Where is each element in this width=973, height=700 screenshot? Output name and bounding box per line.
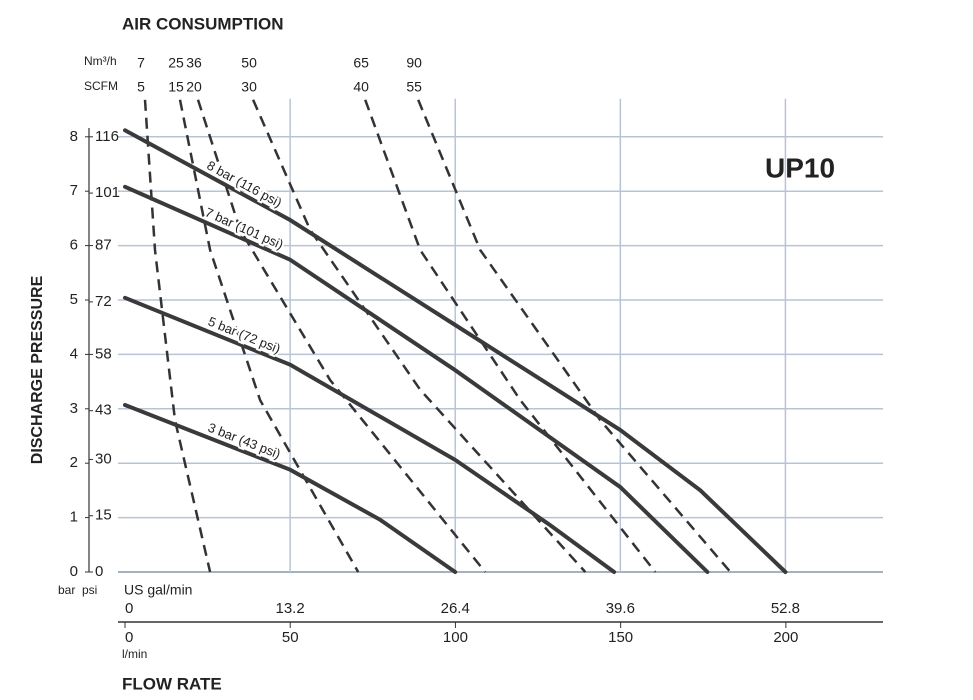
air-label: 55 xyxy=(406,79,422,95)
y2-tick-label: 15 xyxy=(95,507,112,524)
y2-tick-label: 116 xyxy=(95,128,119,145)
chart-title: UP10 xyxy=(765,152,835,183)
air-curve xyxy=(178,99,360,573)
y2-unit: psi xyxy=(82,583,97,597)
grid xyxy=(118,98,883,573)
air-label: 20 xyxy=(186,79,202,95)
y2-tick-label: 101 xyxy=(95,184,120,201)
air-label: 90 xyxy=(406,55,422,71)
y-tick-label: 4 xyxy=(70,345,78,362)
air-label: 25 xyxy=(168,55,184,71)
air-unit2: SCFM xyxy=(84,79,118,93)
y-tick-label: 2 xyxy=(70,454,78,471)
air-label: 65 xyxy=(353,55,369,71)
x-axis-title: FLOW RATE xyxy=(122,674,222,693)
air-label: 15 xyxy=(168,79,184,95)
y2-tick-label: 87 xyxy=(95,237,112,254)
air-label: 5 xyxy=(137,79,145,95)
x2-tick-label: 50 xyxy=(282,629,299,646)
air-label: 50 xyxy=(241,55,257,71)
y-axis-title: DISCHARGE PRESSURE xyxy=(29,275,46,464)
x2-tick-label: 0 xyxy=(125,629,133,646)
y2-tick-label: 58 xyxy=(95,345,112,362)
air-label: 7 xyxy=(137,55,145,71)
x2-tick-label: 100 xyxy=(443,629,468,646)
pressure-curve xyxy=(123,403,458,574)
x-tick-label: 26.4 xyxy=(441,600,470,617)
y-tick-label: 6 xyxy=(70,237,78,254)
air-label: 40 xyxy=(353,79,369,95)
x2-tick-label: 150 xyxy=(608,629,633,646)
air-curve xyxy=(143,99,212,573)
y-unit: bar xyxy=(58,583,75,597)
y-tick-label: 7 xyxy=(70,182,78,199)
y2-tick-label: 72 xyxy=(95,293,112,310)
y-tick-label: 0 xyxy=(70,563,78,580)
y-tick-label: 3 xyxy=(70,400,78,417)
air-curve xyxy=(196,99,487,573)
x-tick-label: 39.6 xyxy=(606,600,635,617)
air-curve xyxy=(417,99,732,573)
y2-tick-label: 0 xyxy=(95,563,103,580)
y-tick-label: 5 xyxy=(70,291,78,308)
pressure-curve xyxy=(123,184,710,574)
top-label: AIR CONSUMPTION xyxy=(122,14,284,33)
x2-unit: l/min xyxy=(122,647,147,661)
y2-tick-label: 30 xyxy=(95,450,112,467)
x-tick-label: 52.8 xyxy=(771,600,800,617)
pressure-curve xyxy=(123,128,788,574)
y-tick-label: 8 xyxy=(70,128,78,145)
air-label: 36 xyxy=(186,55,202,71)
x2-tick-label: 200 xyxy=(773,629,798,646)
x-unit: US gal/min xyxy=(124,582,192,598)
curve-label: 8 bar (116 psi) xyxy=(204,158,284,211)
air-unit: Nm³/h xyxy=(84,54,117,68)
y2-tick-label: 43 xyxy=(95,402,112,419)
x-tick-label: 0 xyxy=(125,600,133,617)
pressure-curve xyxy=(123,295,617,574)
y-tick-label: 1 xyxy=(70,509,78,526)
x-tick-label: 13.2 xyxy=(276,600,305,617)
air-curve xyxy=(364,99,657,573)
air-label: 30 xyxy=(241,79,257,95)
